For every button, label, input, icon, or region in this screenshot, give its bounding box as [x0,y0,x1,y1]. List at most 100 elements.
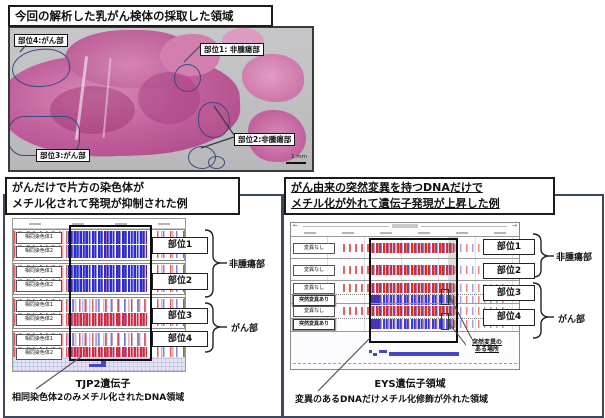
ruler-tick [71,222,84,225]
mutation-site-marker [441,313,449,330]
left-panel-title-line2: メチル化されて発現が抑制された例 [12,197,188,210]
browser-ruler: ← → [291,223,519,237]
gene-label-eys: EYS遺伝子領域 [374,379,446,390]
track-rows: 相同染色体1 相同染色体2 相同染色体1 相同染色体2 相同染色体1 相同染色体… [13,229,185,365]
read-cluster [454,266,506,274]
row-label: 相同染色体2 [16,348,62,360]
section-site2: 変異なし [291,258,519,281]
read-cluster [454,284,506,292]
left-panel-caption: 相同染色体2のみメチル化されたDNA領域 [12,393,185,403]
methylation-track-row: 相同染色体1 [14,231,184,244]
site-label-4-left: 部位4 [152,331,208,347]
methylated-region [68,245,147,258]
read-track-row: 変異なし [291,265,519,276]
ruler-tick [157,222,170,225]
methylated-region [68,279,147,292]
ruler-tick [494,232,506,234]
left-panel-title: がんだけで片方の染色体が メチル化されて発現が抑制された例 [5,177,240,215]
site-label-2-left: 部位2 [152,273,208,290]
read-track-row-mutant: 突然変異あり [291,318,519,330]
row-label: 相同染色体1 [16,300,62,312]
read-cluster [343,284,369,292]
site-label-2-right: 部位2 [483,263,535,279]
coordinate-ruler [293,363,517,364]
right-panel-caption: 変異のあるDNAだけメチル化修飾が外れた領域 [295,395,488,405]
right-panel-title-line1: がん由来の突然変異を持つDNAだけで [291,181,483,194]
unmethylated-reads [369,295,454,305]
unmethylated-region [68,299,147,312]
methylated-region [68,347,147,360]
site-label-3-right: 部位3 [483,285,535,301]
read-cluster [454,296,506,304]
ruler-tick [342,232,354,234]
ruler-line [303,225,389,227]
region-label-site2: 部位2:非腫瘍部 [234,133,296,146]
gene-label-tjp2: TJP2遺伝子 [75,379,131,390]
region-circle-site2 [198,102,230,138]
read-track-row: 変異なし [291,306,519,317]
highlight-rect-right [369,238,458,343]
methylated-region [68,313,147,326]
region-circle-site1 [174,64,201,92]
site-label-1-right: 部位1 [483,239,535,255]
gene-glyph-eys [369,350,372,353]
read-track-row-mutant: 突然変異あり [291,294,519,306]
ruler-tick [380,232,392,234]
group-label-tumor-right: がん部 [558,315,586,325]
methylation-track-row: 相同染色体2 [14,313,184,326]
row-label-mutant: 突然変異あり [293,295,335,306]
row-label: 変異なし [293,243,335,254]
methylated-reads [369,283,454,293]
unmethylated-region [68,333,147,346]
row-label: 相同染色体2 [16,246,62,258]
group-label-nontumor-left: 非腫瘍部 [229,260,266,270]
allele-pair-site2: 相同染色体1 相同染色体2 [13,263,185,295]
region-label-site3: 部位3:がん部 [36,149,90,162]
mutation-site-label: 突然変異の ある場所 [466,339,508,353]
gene-glyph-eys [379,350,387,353]
section-site4: 変異なし 突然変異あり [291,303,519,332]
figure-title: 今回の解析した乳がん検体の採取した領域 [8,5,273,27]
read-track-row: 変異なし [291,283,519,294]
nav-left-arrow-icon: ← [293,222,299,229]
ruler-tick [456,232,468,234]
section-site1: 変異なし [291,236,519,259]
row-label-mutant: 突然変異あり [293,319,335,330]
methylated-region [68,231,147,244]
highlight-rect-left [69,225,152,361]
scale-bar [286,161,306,164]
methylation-track-row: 相同染色体2 [14,279,184,292]
row-label: 相同染色体1 [16,334,62,346]
methylation-track-row: 相同染色体1 [14,265,184,278]
site-label-4-right: 部位4 [483,309,535,326]
ruler-tick [28,222,41,225]
methylated-reads [369,306,454,316]
read-cluster [454,307,506,315]
gene-glyph-eys [389,352,459,356]
group-label-nontumor-right: 非腫瘍部 [556,253,593,263]
histology-image: 部位4:がん部 部位1: 非腫瘍部 部位2:非腫瘍部 部位3:がん部 1 mm [8,26,314,172]
read-cluster [343,244,369,252]
region-label-site4: 部位4:がん部 [14,34,68,47]
browser-ruler [13,219,185,229]
group-label-tumor-left: がん部 [231,324,259,334]
read-cluster [343,266,369,274]
row-label: 相同染色体1 [16,232,62,244]
ruler-ticks [291,230,519,236]
ruler-tick [304,232,316,234]
region-circle-site2 [208,156,225,169]
gene-glyph [89,364,105,367]
section-site3: 変異なし 突然変異あり [291,280,519,306]
browser-nav: ← → [291,223,519,229]
methylated-reads [369,243,454,253]
tissue-fragment [242,54,304,102]
row-label: 相同染色体2 [16,280,62,292]
gene-glyph-eys [373,353,377,356]
nav-right-arrow-icon: → [511,222,517,229]
methylation-track-row: 相同染色体1 [14,333,184,346]
gene-glyph [101,360,106,367]
read-cluster [343,307,369,315]
read-track-row: 変異なし [291,243,519,254]
right-panel-title-line2: メチル化が外れて遺伝子発現が上昇した例 [291,197,500,210]
